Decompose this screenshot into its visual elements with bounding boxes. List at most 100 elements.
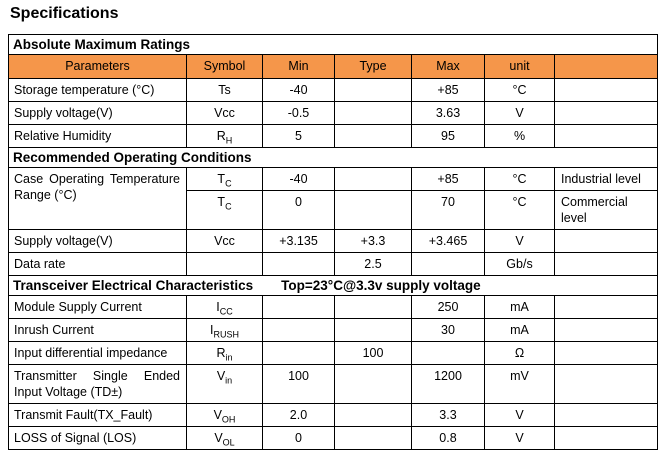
type-cell bbox=[334, 426, 412, 450]
max-cell: 250 bbox=[411, 295, 485, 319]
unit-cell: mA bbox=[484, 295, 555, 319]
unit-cell: mV bbox=[484, 364, 555, 404]
param-cell: Supply voltage(V) bbox=[8, 101, 187, 125]
column-header-type: Type bbox=[334, 54, 412, 79]
symbol-base: Ts bbox=[218, 83, 231, 97]
symbol-base: I bbox=[216, 300, 220, 314]
unit-cell: Gb/s bbox=[484, 252, 555, 276]
max-cell: +3.465 bbox=[411, 229, 485, 253]
table-row: Module Supply Current ICC 250 mA bbox=[8, 295, 659, 319]
type-cell: 2.5 bbox=[334, 252, 412, 276]
min-cell bbox=[262, 252, 335, 276]
max-cell bbox=[411, 252, 485, 276]
symbol-cell: Rin bbox=[186, 341, 263, 365]
param-cell: Transmit Fault(TX_Fault) bbox=[8, 403, 187, 427]
section-title: Absolute Maximum Ratings bbox=[13, 37, 191, 52]
table-row: Input differential impedance Rin 100 Ω bbox=[8, 341, 659, 365]
min-cell bbox=[262, 341, 335, 365]
symbol-cell: Ts bbox=[186, 78, 263, 102]
type-cell bbox=[334, 101, 412, 125]
min-cell: 100 bbox=[262, 364, 335, 404]
param-cell: Input differential impedance bbox=[8, 341, 187, 365]
section-cell: Recommended Operating Conditions bbox=[7, 147, 659, 168]
param-line: Data rate bbox=[14, 257, 66, 271]
note-cell bbox=[553, 252, 659, 276]
unit-cell: °C bbox=[484, 190, 555, 230]
max-cell bbox=[411, 341, 485, 365]
unit-cell: °C bbox=[484, 78, 555, 102]
type-cell: +3.3 bbox=[334, 229, 412, 253]
page-title: Specifications bbox=[10, 5, 119, 22]
specifications-table: Absolute Maximum Ratings Parameters Symbol… bbox=[7, 34, 659, 450]
min-cell: 0 bbox=[262, 190, 335, 230]
note-cell bbox=[553, 426, 659, 450]
symbol-subscript: in bbox=[225, 352, 233, 363]
max-cell: 0.8 bbox=[411, 426, 485, 450]
min-cell bbox=[262, 295, 335, 319]
section-cell: Absolute Maximum Ratings bbox=[7, 34, 659, 55]
section-note: Top=23°C@3.3v supply voltage bbox=[281, 278, 481, 293]
table-row: Transmit Fault(TX_Fault) VOH 2.0 3.3 V bbox=[8, 403, 659, 427]
symbol-subscript: in bbox=[225, 375, 233, 386]
symbol-subscript: CC bbox=[219, 306, 233, 317]
symbol-subscript: OH bbox=[221, 414, 236, 425]
note-cell: Commercial level bbox=[553, 190, 659, 230]
min-cell bbox=[262, 318, 335, 342]
type-cell bbox=[334, 403, 412, 427]
table-row: Data rate 2.5 Gb/s bbox=[8, 252, 659, 276]
column-header-min: Min bbox=[262, 54, 335, 79]
column-header-parameters: Parameters bbox=[8, 54, 187, 79]
param-line: Input differential impedance bbox=[14, 346, 168, 360]
column-header-unit: unit bbox=[484, 54, 555, 79]
min-cell: -40 bbox=[262, 167, 335, 191]
param-line: Supply voltage(V) bbox=[14, 106, 113, 120]
section-title: Recommended Operating Conditions bbox=[13, 150, 252, 165]
table-row: Storage temperature (°C) Ts -40 +85 °C bbox=[8, 78, 659, 102]
symbol-base: T bbox=[217, 172, 226, 186]
unit-cell: V bbox=[484, 101, 555, 125]
symbol-base: T bbox=[217, 195, 226, 209]
unit-cell: V bbox=[484, 229, 555, 253]
param-line: Inrush Current bbox=[14, 323, 94, 337]
table-row: Supply voltage(V) Vcc +3.135 +3.3 +3.465 V bbox=[8, 229, 659, 253]
symbol-cell: Vcc bbox=[186, 229, 263, 253]
max-cell: 3.63 bbox=[411, 101, 485, 125]
symbol-cell bbox=[186, 252, 263, 276]
spec-table-body: Absolute Maximum Ratings Parameters Symbol… bbox=[7, 34, 659, 450]
symbol-base: Vcc bbox=[214, 234, 235, 248]
note-cell bbox=[553, 341, 659, 365]
min-cell: -0.5 bbox=[262, 101, 335, 125]
param-cell: Inrush Current bbox=[8, 318, 187, 342]
symbol-cell: RH bbox=[186, 124, 263, 148]
param-line: Relative Humidity bbox=[14, 129, 112, 143]
unit-cell: Ω bbox=[484, 341, 555, 365]
max-cell: 3.3 bbox=[411, 403, 485, 427]
symbol-base: I bbox=[210, 323, 214, 337]
column-header-symbol: Symbol bbox=[186, 54, 263, 79]
column-header-max: Max bbox=[411, 54, 485, 79]
type-cell bbox=[334, 190, 412, 230]
param-line: Storage temperature (°C) bbox=[14, 83, 155, 97]
note-cell bbox=[553, 229, 659, 253]
param-line: Supply voltage(V) bbox=[14, 234, 113, 248]
param-cell: Transmitter Single Ended Input Voltage (T… bbox=[8, 364, 187, 404]
max-cell: 70 bbox=[411, 190, 485, 230]
table-row: Case Operating Temperature Range (°C) TC -4… bbox=[8, 167, 659, 230]
note-cell bbox=[553, 364, 659, 404]
param-line: Module Supply Current bbox=[14, 300, 142, 314]
param-line: Input Voltage (TD±) bbox=[14, 385, 123, 399]
min-cell: -40 bbox=[262, 78, 335, 102]
symbol-base: Vcc bbox=[214, 106, 235, 120]
symbol-subscript: H bbox=[225, 135, 233, 146]
unit-cell: °C bbox=[484, 167, 555, 191]
param-cell: Supply voltage(V) bbox=[8, 229, 187, 253]
symbol-base: R bbox=[216, 129, 226, 143]
max-cell: +85 bbox=[411, 78, 485, 102]
type-cell bbox=[334, 318, 412, 342]
symbol-subscript: C bbox=[225, 178, 232, 189]
min-cell: 5 bbox=[262, 124, 335, 148]
symbol-subscript: C bbox=[225, 201, 232, 212]
min-cell: +3.135 bbox=[262, 229, 335, 253]
table-row: TC 0 70 °C Commercial level bbox=[9, 190, 659, 230]
